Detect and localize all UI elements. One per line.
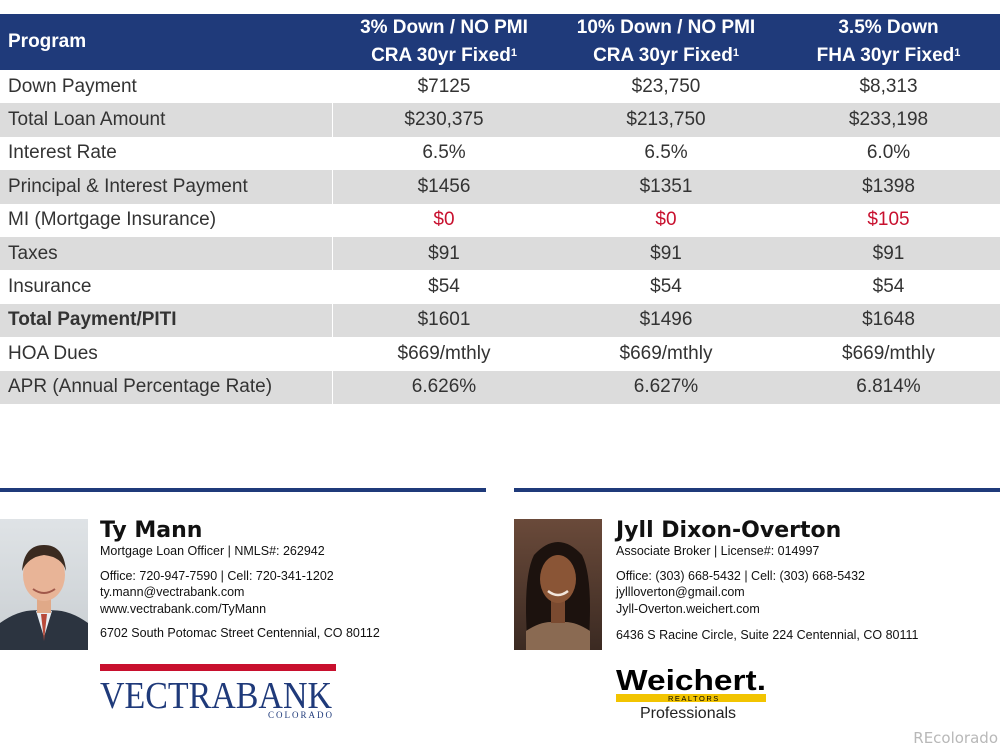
row-value: 6.5%	[644, 142, 688, 164]
column-header-2-line2: CRA 30yr Fixed	[593, 45, 733, 66]
row-value: $213,750	[626, 109, 706, 131]
row-value: 6.0%	[866, 142, 911, 164]
row-label: Interest Rate	[0, 136, 333, 171]
row-value: $91	[872, 242, 905, 264]
vectra-logo-word: VECTRABANK	[100, 675, 332, 717]
contact-website[interactable]: Jyll-Overton.weichert.com	[616, 602, 760, 616]
table-row: MI (Mortgage Insurance) $0 $0 $105	[0, 203, 1000, 237]
table-row: Insurance $54 $54 $54	[0, 270, 1000, 304]
contact-address: 6436 S Racine Circle, Suite 224 Centenni…	[616, 628, 919, 642]
agent-photo-jyll-dixon-overton	[514, 519, 602, 650]
column-header-1: 3% Down / NO PMI CRA 30yr Fixed1	[333, 14, 555, 70]
contact-phones: Office: (303) 668-5432 | Cell: (303) 668…	[616, 569, 865, 583]
mortgage-comparison-table: Program 3% Down / NO PMI CRA 30yr Fixed1…	[0, 14, 1000, 404]
contact-phones: Office: 720-947-7590 | Cell: 720-341-120…	[100, 569, 334, 583]
column-header-3-line2: FHA 30yr Fixed	[816, 45, 955, 66]
table-row: Total Payment/PITI $1601 $1496 $1648	[0, 303, 1000, 338]
row-value: $669/mthly	[842, 342, 935, 364]
portrait-woman-icon	[526, 542, 590, 650]
row-value: $1398	[862, 175, 915, 197]
row-label: HOA Dues	[0, 337, 333, 371]
row-value: $23,750	[631, 75, 701, 97]
table-row: Taxes $91 $91 $91	[0, 236, 1000, 271]
row-value: $0	[433, 209, 455, 231]
column-header-3: 3.5% Down FHA 30yr Fixed1	[777, 14, 1000, 70]
weichert-logo-tag: Professionals	[640, 705, 736, 722]
divider-left	[0, 488, 486, 492]
row-value: $54	[650, 276, 682, 298]
footnote-marker: 1	[954, 47, 961, 59]
column-header-3-line1: 3.5% Down	[838, 17, 939, 38]
program-header: Program	[8, 31, 87, 52]
watermark: REcolorado	[913, 729, 998, 747]
column-header-2: 10% Down / NO PMI CRA 30yr Fixed1	[555, 14, 777, 70]
table-row: Down Payment $7125 $23,750 $8,313	[0, 70, 1000, 104]
row-value: $669/mthly	[397, 342, 491, 364]
contact-name: Ty Mann	[100, 518, 203, 543]
row-label: Total Loan Amount	[0, 103, 333, 137]
row-label: Taxes	[0, 236, 333, 271]
contact-email[interactable]: jyllloverton@gmail.com	[616, 585, 745, 599]
contact-email[interactable]: ty.mann@vectrabank.com	[100, 585, 245, 599]
row-label: Total Payment/PITI	[0, 303, 333, 338]
portrait-man-icon	[0, 545, 88, 650]
table-row: Interest Rate 6.5% 6.5% 6.0%	[0, 136, 1000, 171]
row-label: Down Payment	[0, 70, 333, 104]
table-row: APR (Annual Percentage Rate) 6.626% 6.62…	[0, 370, 1000, 404]
agent-photo-ty-mann	[0, 519, 88, 650]
row-value: $233,198	[848, 109, 929, 131]
row-value: $230,375	[404, 109, 484, 131]
table-row: Total Loan Amount $230,375 $213,750 $233…	[0, 103, 1000, 137]
weichert-logo: Weichert. REALTORS Professionals	[616, 665, 766, 722]
contact-name: Jyll Dixon-Overton	[616, 518, 842, 543]
column-header-1-line2: CRA 30yr Fixed	[371, 45, 511, 66]
row-label: APR (Annual Percentage Rate)	[0, 370, 333, 404]
row-value: $8,313	[859, 75, 918, 97]
row-label: Insurance	[0, 270, 333, 304]
row-value: $0	[655, 209, 677, 231]
table-row: HOA Dues $669/mthly $669/mthly $669/mthl…	[0, 337, 1000, 371]
weichert-logo-sub: REALTORS	[668, 694, 720, 703]
footnote-marker: 1	[732, 47, 739, 59]
row-label: Principal & Interest Payment	[0, 170, 333, 204]
row-value: 6.5%	[422, 142, 466, 164]
table-header: Program 3% Down / NO PMI CRA 30yr Fixed1…	[0, 14, 1000, 70]
row-value: $1601	[417, 309, 471, 331]
row-label: MI (Mortgage Insurance)	[0, 203, 333, 237]
vectra-bank-logo: VECTRABANK COLORADO	[100, 664, 336, 720]
contact-address: 6702 South Potomac Street Centennial, CO…	[100, 626, 380, 640]
row-value: $7125	[417, 75, 471, 97]
contact-title: Mortgage Loan Officer | NMLS#: 262942	[100, 544, 325, 558]
row-value: $91	[428, 242, 460, 264]
divider-right	[514, 488, 1000, 492]
row-value: $105	[867, 209, 910, 231]
row-value: $1648	[862, 309, 915, 331]
column-header-1-line1: 3% Down / NO PMI	[360, 17, 528, 38]
row-value: $1496	[639, 309, 693, 331]
row-value: $54	[428, 276, 460, 298]
vectra-logo-sub: COLORADO	[268, 710, 334, 720]
contact-website[interactable]: www.vectrabank.com/TyMann	[100, 602, 267, 616]
row-value: $1351	[639, 175, 693, 197]
row-value: 6.626%	[411, 376, 477, 398]
row-value: $1456	[417, 175, 471, 197]
contact-title: Associate Broker | License#: 014997	[616, 544, 820, 558]
row-value: $669/mthly	[619, 342, 713, 364]
row-value: 6.627%	[633, 376, 699, 398]
row-value: $91	[650, 242, 682, 264]
footnote-marker: 1	[510, 47, 517, 59]
weichert-logo-word: Weichert.	[616, 665, 766, 697]
column-header-2-line1: 10% Down / NO PMI	[576, 17, 756, 38]
row-value: 6.814%	[856, 376, 921, 398]
table-row: Principal & Interest Payment $1456 $1351…	[0, 170, 1000, 204]
row-value: $54	[872, 276, 905, 298]
